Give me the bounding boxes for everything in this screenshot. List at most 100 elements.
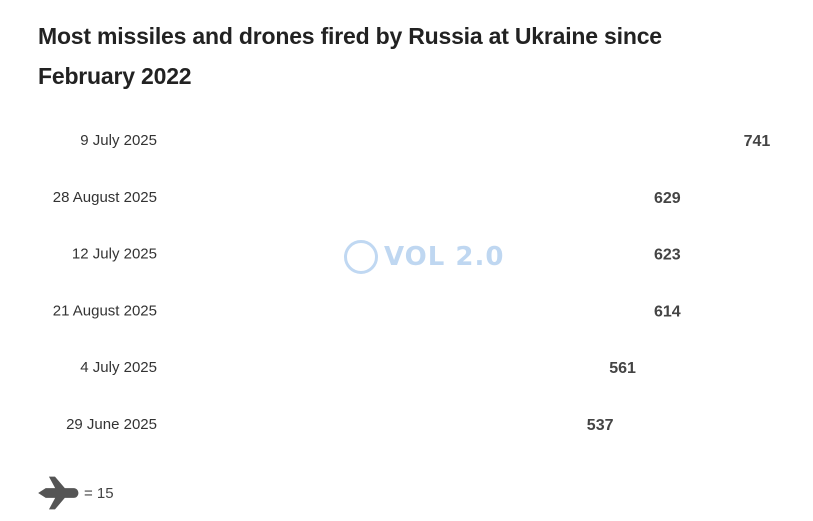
plane-icon [349, 312, 370, 330]
plane-icon [282, 142, 303, 159]
plane-icon [215, 199, 236, 216]
plane-icon [282, 347, 303, 364]
plane-icon [461, 347, 482, 364]
plane-icon [506, 142, 527, 159]
plane-icon [327, 290, 348, 308]
plane-icon [618, 290, 639, 308]
plane-icon [372, 142, 393, 159]
globe-icon [344, 240, 378, 274]
plane-icon [551, 177, 572, 194]
plane-icon [237, 142, 258, 159]
plane-icon [416, 142, 438, 159]
plane-icon [260, 347, 281, 364]
plane-icon [215, 426, 236, 443]
plane-icon [327, 404, 348, 421]
plane-icon [506, 312, 527, 330]
plane-icon [618, 142, 639, 159]
plane-icon [260, 142, 281, 159]
plane-icon [394, 404, 415, 421]
plane-icon [192, 290, 214, 308]
plane-icon [551, 312, 572, 330]
plane-icon [282, 120, 303, 137]
plane-icon [372, 290, 393, 308]
plane-icon [484, 177, 505, 194]
plane-icon [170, 290, 191, 308]
plane-icon [215, 312, 236, 330]
plane-icon [260, 255, 281, 273]
plane-icon [506, 177, 527, 194]
plane-icon [528, 142, 550, 159]
plane-icon [506, 255, 527, 273]
plane-icon [304, 199, 326, 216]
plane-icon [596, 312, 616, 330]
plane-icon [349, 177, 370, 194]
plane-icon [484, 120, 505, 137]
plane-icon [192, 369, 214, 386]
plane-icon [237, 369, 258, 386]
plane-icon [170, 142, 191, 159]
plane-icon [282, 255, 303, 273]
plane-icon [506, 233, 527, 251]
plane-icon [237, 290, 258, 308]
plane-icon [215, 142, 236, 159]
plane-icon [192, 199, 214, 216]
watermark: VOL 2.0 [344, 240, 504, 274]
plane-icon [349, 142, 370, 159]
plane-icon [484, 312, 505, 330]
plane-icon [596, 233, 617, 251]
plane-icon [484, 404, 505, 421]
plane-icon [416, 312, 438, 330]
plane-icon [618, 199, 638, 216]
plane-icon [170, 233, 191, 251]
plane-icon [573, 120, 594, 137]
plane-icon [304, 347, 326, 364]
plane-icon [237, 255, 258, 273]
plane-icon [237, 347, 258, 364]
plane-icon [282, 312, 303, 330]
plane-icon [394, 177, 415, 194]
plane-icon [394, 120, 415, 137]
plane-icon [506, 347, 527, 364]
plane-icon [573, 312, 594, 330]
value-label: 629 [654, 190, 681, 207]
plane-icon [260, 312, 281, 330]
plane-icon [461, 312, 482, 330]
plane-icon [528, 177, 550, 194]
plane-icon [618, 120, 639, 137]
plane-icon [573, 255, 594, 273]
plane-icon [282, 290, 303, 308]
plane-icon [708, 120, 729, 137]
plane-icon [461, 404, 482, 421]
plane-icon [416, 426, 438, 443]
plane-icon [461, 369, 482, 386]
value-label: 561 [609, 360, 636, 377]
plane-icon [551, 233, 572, 251]
plane-icon [394, 290, 415, 308]
plane-icon [484, 347, 505, 364]
plane-icon [192, 142, 214, 159]
plane-icon [551, 199, 572, 216]
plane-icon [506, 369, 527, 386]
plane-icon [618, 233, 639, 251]
plane-icon [260, 290, 281, 308]
plane-icon [327, 120, 348, 137]
plane-icon [484, 369, 505, 386]
value-label: 614 [654, 303, 681, 320]
plane-icon [439, 347, 460, 364]
plane-icon [349, 290, 370, 308]
plane-icon [237, 312, 258, 330]
plane-icon [260, 233, 281, 251]
plane-icon [170, 347, 191, 364]
plane-icon [596, 120, 617, 137]
plane-icon [282, 233, 303, 251]
category-label: 29 June 2025 [66, 416, 157, 433]
plane-icon [349, 426, 370, 443]
plane-icon [416, 290, 438, 308]
plane-icon [215, 347, 236, 364]
plane-icon [618, 255, 630, 273]
plane-icon [439, 177, 460, 194]
plane-icon [260, 177, 281, 194]
plane-icon [237, 120, 258, 137]
plane-icon [170, 177, 191, 194]
plane-icon [304, 255, 326, 273]
